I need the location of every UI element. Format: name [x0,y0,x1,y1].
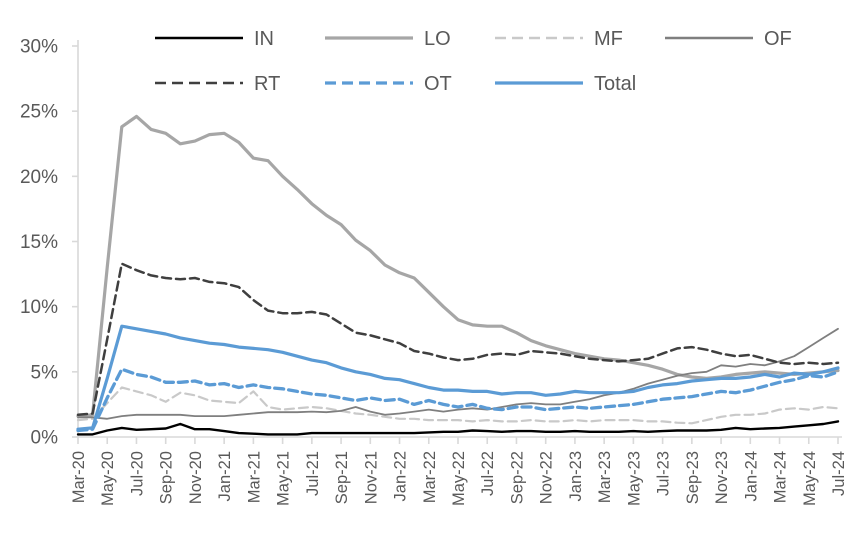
legend-label-lo: LO [424,28,451,50]
series-of-line [77,327,839,420]
legend-item-rt[interactable]: RT [155,73,280,95]
x-tick-label: Jan-21 [216,451,234,501]
series-total-line [76,324,840,431]
y-tick-label: 0% [31,428,59,449]
x-tick-label: May-23 [625,451,643,506]
y-tick-label: 25% [20,102,58,123]
legend-label-in: IN [254,28,274,50]
y-tick-label: 15% [20,232,58,253]
x-tick-label: Nov-22 [538,451,556,504]
series-lo-line [76,114,840,418]
x-tick-label: Mar-24 [772,451,790,503]
x-tick-label: Jan-22 [392,451,410,501]
x-tick-label: Nov-23 [713,451,731,504]
legend-item-total[interactable]: Total [495,73,636,95]
series-mf-line [76,386,840,425]
legend-item-mf[interactable]: MF [495,28,623,50]
x-tick-label: Jul-22 [479,451,497,496]
x-tick-label: Mar-20 [70,451,88,503]
x-tick-label: Sep-20 [158,451,176,504]
legend-label-rt: RT [254,73,280,95]
x-tick-label: Jul-21 [304,451,322,496]
x-tick-label: Jul-24 [830,451,848,496]
legend-item-in[interactable]: IN [155,28,274,50]
series-rt-line [76,262,840,417]
series-ot-line [76,367,840,433]
legend-item-ot[interactable]: OT [325,73,452,95]
legend-label-of: OF [764,28,792,50]
x-tick-label: Sep-22 [508,451,526,504]
x-tick-label: May-22 [450,451,468,506]
legend-label-mf: MF [594,28,623,50]
x-tick-label: Sep-23 [684,451,702,504]
y-tick-label: 10% [20,297,58,318]
y-tick-label: 20% [20,167,58,188]
x-tick-label: Mar-22 [421,451,439,503]
x-tick-label: May-20 [99,451,117,506]
x-tick-label: Nov-21 [362,451,380,504]
x-tick-label: Jan-23 [567,451,585,501]
x-tick-label: Jul-23 [655,451,673,496]
x-tick-label: Nov-20 [187,451,205,504]
x-tick-label: May-21 [275,451,293,506]
x-tick-label: Jan-24 [742,451,760,501]
legend-label-total: Total [594,73,636,95]
x-tick-label: Mar-23 [596,451,614,503]
legend-item-lo[interactable]: LO [325,28,451,50]
x-tick-label: Mar-21 [245,451,263,503]
legend-item-of[interactable]: OF [665,28,792,50]
y-tick-label: 5% [31,362,59,383]
y-tick-label: 30% [20,37,58,58]
x-tick-label: Jul-20 [128,451,146,496]
legend-label-ot: OT [424,73,452,95]
series-in-line [76,420,840,436]
x-tick-label: May-24 [801,451,819,506]
x-tick-label: Sep-21 [333,451,351,504]
